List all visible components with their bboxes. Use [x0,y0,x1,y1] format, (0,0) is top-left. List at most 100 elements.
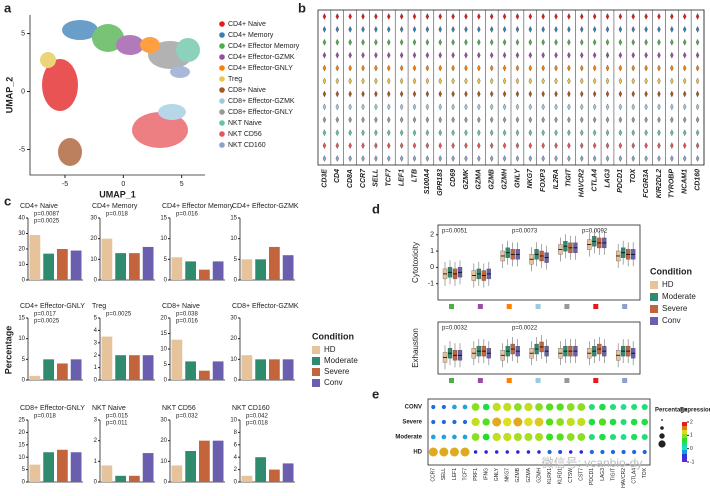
violin [348,51,352,59]
chart-title: CD4+ Naive [20,203,58,210]
gene-label: GZMA [476,169,483,190]
violin [451,38,455,46]
violin [387,77,391,85]
legend-label: NKT CD56 [228,131,262,138]
violin [541,13,545,20]
violin [425,38,430,46]
dot [632,449,637,455]
dot [631,403,638,411]
gene-label: TCF7 [386,168,393,187]
violin [399,77,404,85]
violin [425,103,430,111]
y-tick-label: 0 [430,264,434,271]
gene-label: GNLY [514,168,521,188]
legend-label: CD8+ Naive [228,87,266,94]
y-tick-label: 4 [94,328,98,334]
gene-label: SELL [373,169,380,187]
violin [490,142,494,149]
violin [541,90,545,98]
violin [528,38,532,46]
violin [464,155,468,162]
violin [657,155,661,162]
violin [631,90,635,98]
violin [412,77,417,85]
y-tick-label: 0 [164,480,168,486]
violin [683,116,687,124]
violin [502,13,507,20]
violin [387,51,391,59]
violin [541,51,545,59]
violin [387,90,391,98]
violin [695,129,700,137]
violin [567,77,571,85]
violin [670,51,674,59]
chart-title: CD8+ Effector-GNLY [20,405,85,412]
violin [348,64,352,72]
legend-dot [219,65,225,71]
violin [477,90,481,98]
legend-dot [219,131,225,137]
colorbar [682,454,687,458]
violin [374,26,378,33]
violin [412,51,417,59]
violin [425,142,430,149]
dot [641,433,648,441]
bar [142,355,154,380]
size-key [659,433,665,439]
violin [592,77,597,85]
chart-title: CD4+ Effector Memory [162,203,234,210]
violin [361,155,365,162]
violin [618,142,623,149]
violin [322,64,327,72]
violin [515,155,520,162]
legend-label: CD8+ Effector-GZMK [228,98,295,105]
dot [452,434,457,440]
violin [348,103,352,111]
violin [631,26,635,33]
dot [588,433,595,441]
chart-title: NKT CD160 [232,405,270,412]
violin [374,64,378,72]
y-tick-label: 0 [22,480,26,486]
violin [567,155,571,162]
violin [580,142,584,149]
violin [567,90,571,98]
p-value: p=0.018 [246,421,269,427]
violin [554,77,558,85]
violin [695,90,700,98]
gene-label: NKG7 [505,468,511,482]
dot [547,449,552,455]
violin [412,142,417,149]
violin [490,103,494,111]
p-value: p=0.0032 [442,326,468,332]
violin [438,51,442,59]
violin [412,38,417,46]
violin [387,155,391,162]
violin [438,13,442,20]
violin [605,77,610,85]
dot [460,447,470,457]
violin [399,103,404,111]
colorbar [682,438,687,442]
y-tick-label: 0 [94,480,98,486]
violin [670,64,674,72]
dot [449,447,459,457]
y-tick-label: 0 [164,378,168,384]
violin [361,77,365,85]
y-tick-label: 10 [230,236,237,242]
dot [566,403,575,411]
violin [567,26,571,33]
violin [605,116,610,124]
violin [515,116,520,124]
violin [464,116,468,124]
p-value: p=0.0025 [34,219,60,225]
color-title: Expression [680,408,710,414]
dot [439,447,449,457]
bar [101,238,113,280]
y-tick-label: 0 [94,378,98,384]
violin [361,13,365,20]
gene-label: GZMB [489,169,496,190]
chart-title: CD4+ Effector-GZMK [232,203,299,210]
bar [241,355,253,380]
y-tick-label: 6 [234,442,238,448]
